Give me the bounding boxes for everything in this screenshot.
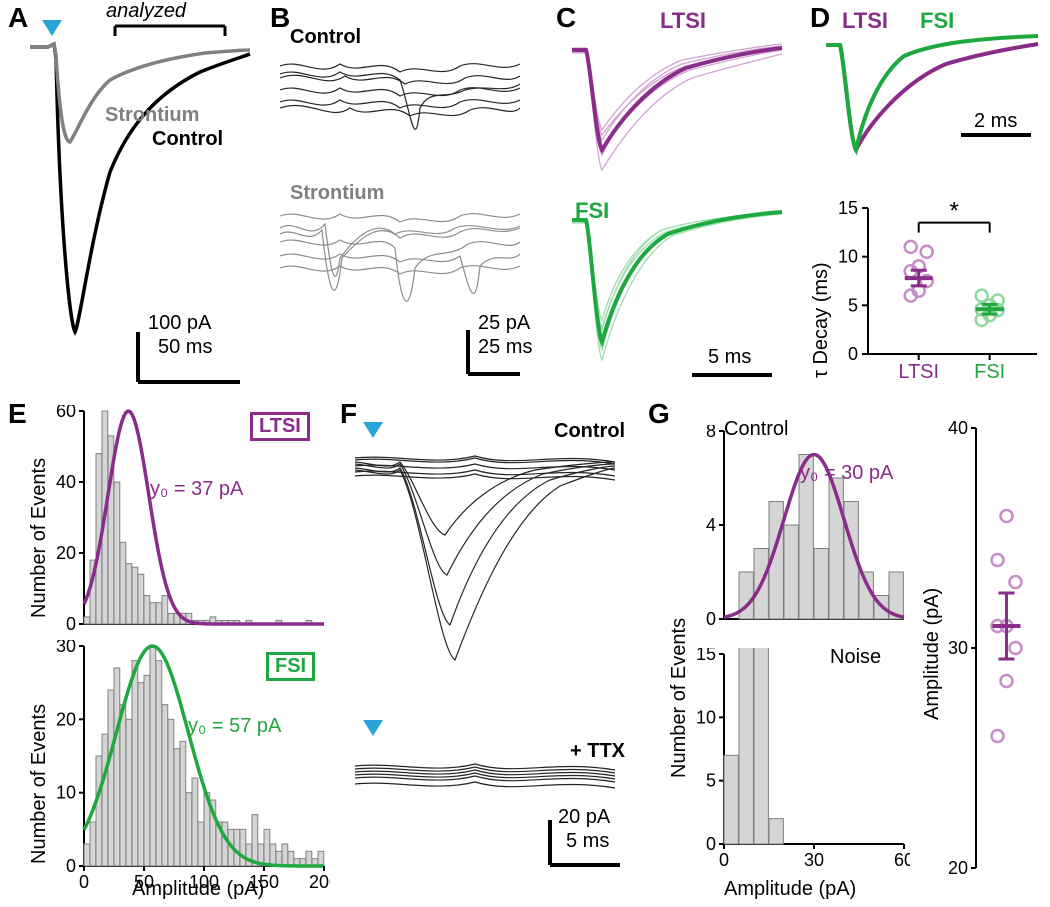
scale-d-x: 2 ms (974, 110, 1017, 133)
analyzed-bracket (115, 26, 225, 36)
ylabel-e2: Number of Events (28, 704, 51, 864)
svg-text:30: 30 (804, 850, 824, 870)
svg-text:0: 0 (706, 834, 716, 854)
label-b-control: Control (290, 26, 361, 49)
y0-fsi: y₀ = 57 pA (188, 715, 281, 738)
box-label-ltsi: LTSI (250, 412, 310, 441)
scale-b-y: 25 pA (478, 312, 530, 335)
svg-text:15: 15 (696, 648, 716, 664)
stim-arrow-f2-icon (363, 720, 383, 736)
svg-text:0: 0 (79, 872, 89, 892)
ylabel-d: τ Decay (ms) (810, 262, 833, 378)
svg-text:8: 8 (706, 425, 716, 441)
svg-text:5: 5 (706, 771, 716, 791)
svg-text:0: 0 (66, 856, 76, 876)
svg-text:10: 10 (696, 707, 716, 727)
scale-f-x: 5 ms (566, 830, 609, 853)
y0-ltsi: y₀ = 37 pA (150, 478, 243, 501)
stim-arrow-icon (42, 20, 62, 36)
xlabel-g: Amplitude (pA) (724, 878, 856, 901)
scale-b-x: 25 ms (478, 336, 532, 359)
svg-text:0: 0 (66, 614, 76, 630)
b-strontium-traces (280, 214, 520, 302)
f-ttx-traces (355, 764, 615, 788)
c-fsi-traces (572, 212, 782, 360)
panel-g-control-hist: 0 4 8 (680, 425, 910, 625)
label-a-strontium: Strontium (105, 104, 199, 127)
svg-text:30: 30 (56, 640, 76, 656)
panel-d-traces-svg (826, 30, 1041, 180)
xlabel-e: Amplitude (pA) (132, 878, 264, 901)
scale-a-x: 50 ms (158, 336, 212, 359)
svg-text:30: 30 (948, 638, 968, 658)
y0-g: y₀ = 30 pA (800, 462, 893, 485)
scale-c-x: 5 ms (708, 346, 751, 369)
svg-text:40: 40 (948, 418, 968, 438)
svg-text:*: * (950, 198, 959, 225)
panel-letter-b: B (270, 2, 290, 34)
svg-text:200: 200 (309, 872, 330, 892)
ylabel-e1: Number of Events (28, 458, 51, 618)
stim-arrow-f1-icon (363, 422, 383, 438)
panel-a-svg (20, 12, 255, 392)
panel-c-svg (572, 30, 787, 390)
panel-d-plot: 0 5 10 15 LTSI FSI * (820, 188, 1045, 388)
label-a-control: Control (152, 128, 223, 151)
f-control-traces (355, 456, 615, 660)
panel-g-strip: 20 30 40 (928, 418, 1043, 878)
panel-g-noise-hist: 0 5 10 15 0 30 60 (680, 648, 910, 878)
label-g-noise: Noise (830, 646, 881, 669)
trace-control (30, 44, 250, 332)
svg-text:40: 40 (56, 472, 76, 492)
box-label-fsi: FSI (266, 652, 315, 681)
svg-text:0: 0 (848, 344, 858, 364)
svg-text:4: 4 (706, 515, 716, 535)
svg-text:60: 60 (894, 850, 910, 870)
svg-text:FSI: FSI (974, 361, 1005, 383)
svg-text:20: 20 (948, 858, 968, 878)
svg-text:5: 5 (848, 295, 858, 315)
svg-text:20: 20 (56, 543, 76, 563)
ylabel-g: Number of Events (668, 618, 691, 778)
svg-text:60: 60 (56, 405, 76, 421)
panel-letter-g: G (648, 398, 670, 430)
svg-text:10: 10 (838, 247, 858, 267)
analyzed-label: analyzed (106, 0, 186, 23)
svg-text:0: 0 (719, 850, 729, 870)
svg-text:20: 20 (56, 709, 76, 729)
svg-text:0: 0 (706, 609, 716, 625)
panel-letter-e: E (8, 398, 27, 430)
ylabel-g-strip: Amplitude (pA) (921, 588, 944, 720)
scale-f-y: 20 pA (558, 806, 610, 829)
svg-text:LTSI: LTSI (898, 361, 939, 383)
svg-text:10: 10 (56, 783, 76, 803)
c-ltsi-traces (572, 44, 782, 170)
scale-a-y: 100 pA (148, 312, 211, 335)
svg-text:15: 15 (838, 198, 858, 218)
label-g-control: Control (724, 418, 788, 441)
figure-root: A analyzed Control Strontium 100 pA 50 m… (0, 0, 1050, 907)
b-control-traces (280, 64, 520, 130)
